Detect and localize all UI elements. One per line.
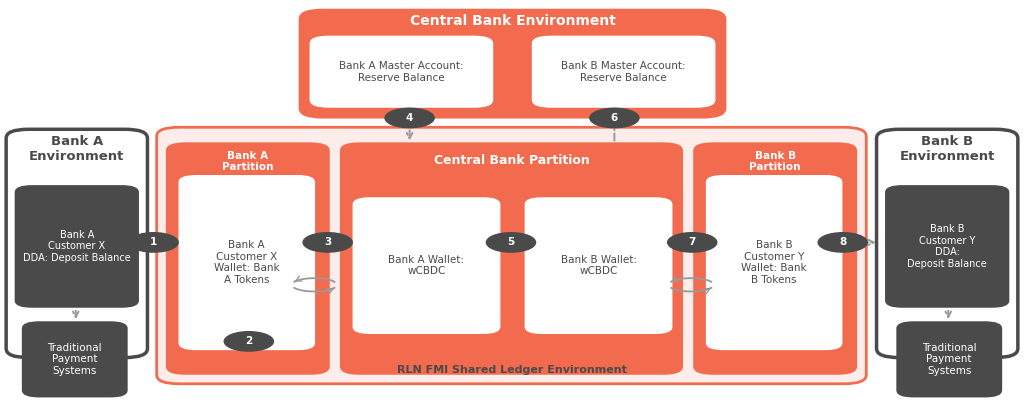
FancyBboxPatch shape [886, 186, 1009, 307]
FancyBboxPatch shape [353, 198, 500, 333]
Circle shape [486, 233, 536, 252]
Text: 7: 7 [688, 238, 696, 247]
Text: Bank A
Customer X
DDA: Deposit Balance: Bank A Customer X DDA: Deposit Balance [23, 230, 131, 263]
Text: Traditional
Payment
Systems: Traditional Payment Systems [922, 343, 977, 376]
FancyBboxPatch shape [532, 36, 715, 107]
FancyBboxPatch shape [6, 129, 147, 358]
FancyBboxPatch shape [300, 10, 725, 117]
Text: Bank B
Customer Y
Wallet: Bank
B Tokens: Bank B Customer Y Wallet: Bank B Tokens [741, 240, 807, 285]
FancyBboxPatch shape [310, 36, 493, 107]
FancyBboxPatch shape [525, 198, 672, 333]
Text: 4: 4 [406, 113, 414, 123]
FancyBboxPatch shape [179, 176, 314, 349]
Text: 1: 1 [150, 238, 158, 247]
Text: Bank A
Partition: Bank A Partition [222, 151, 273, 173]
FancyBboxPatch shape [877, 129, 1018, 358]
FancyBboxPatch shape [15, 186, 138, 307]
FancyBboxPatch shape [694, 143, 856, 374]
Text: Bank B
Environment: Bank B Environment [899, 135, 995, 163]
FancyBboxPatch shape [897, 322, 1001, 397]
Text: Bank B
Partition: Bank B Partition [750, 151, 801, 173]
Text: Central Bank Partition: Central Bank Partition [433, 154, 590, 167]
Text: Bank A
Environment: Bank A Environment [29, 135, 125, 163]
Text: 3: 3 [324, 238, 332, 247]
FancyBboxPatch shape [23, 322, 127, 397]
Text: Bank B Master Account:
Reserve Balance: Bank B Master Account: Reserve Balance [561, 61, 686, 82]
Text: Bank A Master Account:
Reserve Balance: Bank A Master Account: Reserve Balance [339, 61, 464, 82]
Text: Bank A Wallet:
wCBDC: Bank A Wallet: wCBDC [388, 255, 465, 276]
Text: RLN FMI Shared Ledger Environment: RLN FMI Shared Ledger Environment [396, 366, 627, 375]
Text: 6: 6 [610, 113, 618, 123]
FancyBboxPatch shape [341, 143, 682, 374]
Text: 5: 5 [507, 238, 515, 247]
Text: 8: 8 [839, 238, 847, 247]
Circle shape [385, 108, 434, 128]
FancyBboxPatch shape [707, 176, 842, 349]
FancyBboxPatch shape [167, 143, 329, 374]
Circle shape [303, 233, 352, 252]
Text: Bank A
Customer X
Wallet: Bank
A Tokens: Bank A Customer X Wallet: Bank A Tokens [214, 240, 280, 285]
Circle shape [668, 233, 717, 252]
Text: Traditional
Payment
Systems: Traditional Payment Systems [47, 343, 102, 376]
Circle shape [818, 233, 867, 252]
FancyBboxPatch shape [157, 127, 866, 384]
Circle shape [224, 332, 273, 351]
Circle shape [590, 108, 639, 128]
Circle shape [129, 233, 178, 252]
Text: Central Bank Environment: Central Bank Environment [410, 15, 615, 28]
Text: Bank B
Customer Y
DDA:
Deposit Balance: Bank B Customer Y DDA: Deposit Balance [907, 224, 987, 269]
Text: 2: 2 [245, 337, 253, 346]
Text: Bank B Wallet:
wCBDC: Bank B Wallet: wCBDC [560, 255, 637, 276]
